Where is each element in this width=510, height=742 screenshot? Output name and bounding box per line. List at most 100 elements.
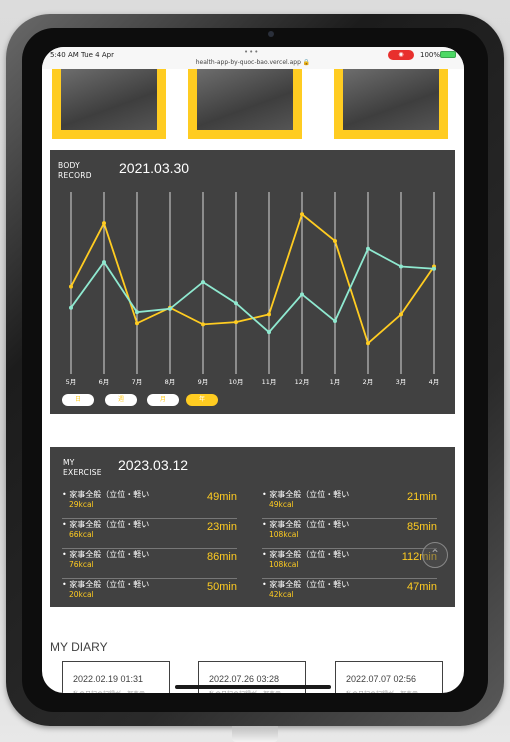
- x-tick-label: 6月: [99, 378, 110, 386]
- diary-text: 私の日記の記録が一部表示: [209, 689, 281, 693]
- exercise-item: • 家事全般（立位・軽い 49kcal 21min: [262, 489, 437, 519]
- data-point: [135, 310, 139, 315]
- photo-tile[interactable]: [188, 69, 302, 139]
- x-tick-label: 2月: [363, 378, 374, 386]
- data-point: [201, 322, 205, 327]
- exercise-item: • 家事全般（立位・軽い 108kcal 85min: [262, 519, 437, 549]
- exercise-title-text: 家事全般（立位・軽い: [69, 490, 150, 499]
- data-point: [267, 312, 271, 317]
- exercise-title: • 家事全般（立位・軽い: [62, 580, 150, 589]
- exercise-title-text: 家事全般（立位・軽い: [269, 490, 350, 499]
- diary-datetime: 2022.07.26 03:28: [209, 674, 280, 684]
- data-point: [234, 301, 238, 306]
- x-tick-label: 3月: [396, 378, 407, 386]
- data-point: [366, 341, 370, 346]
- exercise-title: • 家事全般（立位・軽い: [62, 490, 150, 499]
- home-indicator[interactable]: [175, 685, 331, 689]
- diary-heading: MY DIARY: [50, 640, 108, 654]
- body-record-chart: 5月 6月 7月 8月 9月 10月 11月 12月 1月 2月 3月 4月: [66, 192, 440, 386]
- exercise-kcal: 42kcal: [269, 590, 294, 599]
- x-tick-label: 10月: [229, 378, 244, 386]
- exercise-item: • 家事全般（立位・軽い 76kcal 86min: [62, 549, 237, 579]
- exercise-minutes: 50min: [207, 581, 237, 593]
- front-camera: [268, 31, 274, 37]
- exercise-item: • 家事全般（立位・軽い 29kcal 49min: [62, 489, 237, 519]
- x-tick-label: 9月: [198, 378, 209, 386]
- address-bar-url[interactable]: health-app-by-quoc-bao.vercel.app 🔒: [192, 59, 314, 66]
- photo-image: [343, 69, 439, 130]
- data-point: [300, 292, 304, 297]
- data-point: [399, 312, 403, 317]
- exercise-title: • 家事全般（立位・軽い: [62, 520, 150, 529]
- x-tick-label: 7月: [132, 378, 143, 386]
- exercise-item: • 家事全般（立位・軽い 66kcal 23min: [62, 519, 237, 549]
- data-point: [69, 305, 73, 310]
- data-point: [102, 260, 106, 265]
- body-record-date: 2021.03.30: [119, 160, 190, 176]
- diary-card[interactable]: 2022.02.19 01:31 私の日記の記録が一部表示: [62, 661, 170, 693]
- exercise-title: • 家事全般（立位・軽い: [262, 580, 350, 589]
- diary-card[interactable]: 2022.07.07 02:56 私の日記の記録が一部表示: [335, 661, 443, 693]
- data-point: [366, 246, 370, 251]
- exercise-kcal: 66kcal: [69, 530, 94, 539]
- diary-text: 私の日記の記録が一部表示: [346, 689, 418, 693]
- x-tick-label: 11月: [262, 378, 277, 386]
- data-point: [333, 319, 337, 324]
- exercise-title-text: 家事全般（立位・軽い: [269, 580, 350, 589]
- battery-icon: [440, 51, 456, 58]
- exercise-kcal: 108kcal: [269, 560, 299, 569]
- exercise-title-text: 家事全般（立位・軽い: [269, 550, 350, 559]
- photo-tile[interactable]: [52, 69, 166, 139]
- status-time: 5:40 AM Tue 4 Apr: [50, 51, 114, 59]
- tab-week[interactable]: 週: [105, 394, 137, 406]
- exercise-title: • 家事全般（立位・軽い: [262, 550, 350, 559]
- my-exercise-label: MY EXERCISE: [63, 458, 102, 478]
- data-point: [135, 321, 139, 326]
- diary-datetime: 2022.02.19 01:31: [73, 674, 144, 684]
- data-point: [69, 284, 73, 289]
- exercise-title-text: 家事全般（立位・軽い: [69, 550, 150, 559]
- exercise-title: • 家事全般（立位・軽い: [262, 520, 350, 529]
- exercise-title-text: 家事全般（立位・軽い: [69, 520, 150, 529]
- data-point: [432, 266, 436, 271]
- address-bar-url-text: health-app-by-quoc-bao.vercel.app: [195, 59, 301, 66]
- battery-percent: 100%: [420, 51, 441, 59]
- exercise-minutes: 23min: [207, 521, 237, 533]
- data-point: [168, 306, 172, 311]
- scroll-to-top-button[interactable]: ⌃: [422, 542, 448, 568]
- exercise-kcal: 108kcal: [269, 530, 299, 539]
- usb-connector: [232, 726, 278, 742]
- exercise-title-text: 家事全般（立位・軽い: [69, 580, 150, 589]
- lock-icon: 🔒: [302, 59, 311, 66]
- my-exercise-panel: MY EXERCISE 2023.03.12 • 家事全般（立位・軽い 29kc…: [50, 447, 455, 607]
- x-tick-label: 12月: [295, 378, 310, 386]
- exercise-item: • 家事全般（立位・軽い 108kcal 112min: [262, 549, 437, 579]
- status-bar: 5:40 AM Tue 4 Apr ••• health-app-by-quoc…: [42, 47, 464, 69]
- x-tick-label: 8月: [165, 378, 176, 386]
- exercise-title: • 家事全般（立位・軽い: [262, 490, 350, 499]
- body-record-label-line1: BODY: [58, 161, 81, 170]
- tab-year[interactable]: 年: [186, 394, 218, 406]
- data-point: [201, 280, 205, 285]
- photo-tile[interactable]: [334, 69, 448, 139]
- exercise-title: • 家事全般（立位・軽い: [62, 550, 150, 559]
- body-record-label: BODY RECORD: [58, 161, 92, 181]
- chevron-up-icon: ⌃: [429, 547, 441, 561]
- screen-recording-icon[interactable]: ◉: [388, 50, 414, 60]
- diary-datetime: 2022.07.07 02:56: [346, 674, 417, 684]
- x-tick-label: 5月: [66, 378, 77, 386]
- data-point: [267, 330, 271, 335]
- x-tick-label: 4月: [429, 378, 440, 386]
- tab-day[interactable]: 日: [62, 394, 94, 406]
- exercise-kcal: 76kcal: [69, 560, 94, 569]
- exercise-minutes: 49min: [207, 491, 237, 503]
- data-point: [333, 238, 337, 243]
- exercise-title-text: 家事全般（立位・軽い: [269, 520, 350, 529]
- my-exercise-date: 2023.03.12: [118, 457, 189, 473]
- my-exercise-label-line2: EXERCISE: [63, 468, 102, 477]
- exercise-kcal: 49kcal: [269, 500, 294, 509]
- x-tick-label: 1月: [330, 378, 341, 386]
- screen: 5:40 AM Tue 4 Apr ••• health-app-by-quoc…: [42, 47, 464, 693]
- multitask-dots[interactable]: •••: [244, 48, 260, 56]
- tab-month[interactable]: 月: [147, 394, 179, 406]
